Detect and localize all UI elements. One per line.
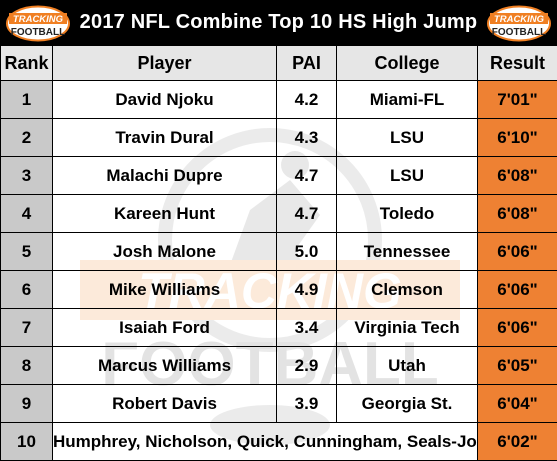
college-cell: Virginia Tech [337,309,478,347]
pai-cell: 4.9 [277,271,337,309]
rank-cell: 9 [1,385,53,423]
rank-cell: 2 [1,119,53,157]
table-row: 1 David Njoku 4.2 Miami-FL 7'01" [1,81,557,119]
page-title: 2017 NFL Combine Top 10 HS High Jump [80,11,478,34]
pai-cell: 5.0 [277,233,337,271]
pai-cell: 4.3 [277,119,337,157]
rank-cell: 8 [1,347,53,385]
logo-left-line2: FOOTBALL [11,27,65,38]
results-table: Rank Player PAI College Result 1 David N… [0,45,557,461]
college-cell: Toledo [337,195,478,233]
result-cell: 6'04" [478,385,557,423]
table-row: 4 Kareen Hunt 4.7 Toledo 6'08" [1,195,557,233]
column-header-result: Result [478,46,557,81]
college-cell: Miami-FL [337,81,478,119]
pai-cell: 3.4 [277,309,337,347]
table-row: 2 Travin Dural 4.3 LSU 6'10" [1,119,557,157]
player-cell: Marcus Williams [53,347,277,385]
result-cell: 6'08" [478,157,557,195]
player-cell: Isaiah Ford [53,309,277,347]
college-cell: Clemson [337,271,478,309]
pai-cell: 4.7 [277,157,337,195]
column-header-player: Player [53,46,277,81]
rank-cell: 1 [1,81,53,119]
merged-players-cell: Humphrey, Nicholson, Quick, Cunningham, … [53,423,478,461]
rank-cell: 3 [1,157,53,195]
table-row: 3 Malachi Dupre 4.7 LSU 6'08" [1,157,557,195]
table-row: 7 Isaiah Ford 3.4 Virginia Tech 6'06" [1,309,557,347]
column-header-rank: Rank [1,46,53,81]
rank-cell: 6 [1,271,53,309]
result-cell: 6'06" [478,271,557,309]
college-cell: Georgia St. [337,385,478,423]
player-cell: Travin Dural [53,119,277,157]
tracking-football-logo-right: TRACKING FOOTBALL [486,4,552,43]
column-header-college: College [337,46,478,81]
result-cell: 6'06" [478,309,557,347]
result-cell: 7'01" [478,81,557,119]
player-cell: Robert Davis [53,385,277,423]
logo-right-line2: FOOTBALL [492,27,546,38]
player-cell: Malachi Dupre [53,157,277,195]
college-cell: Tennessee [337,233,478,271]
rank-cell: 7 [1,309,53,347]
rank-cell: 5 [1,233,53,271]
college-cell: LSU [337,157,478,195]
table-row: 9 Robert Davis 3.9 Georgia St. 6'04" [1,385,557,423]
rank-cell: 4 [1,195,53,233]
table-row: 6 Mike Williams 4.9 Clemson 6'06" [1,271,557,309]
player-cell: David Njoku [53,81,277,119]
result-cell: 6'05" [478,347,557,385]
rank-cell: 10 [1,423,53,461]
column-header-pai: PAI [277,46,337,81]
table-body: 1 David Njoku 4.2 Miami-FL 7'01" 2 Travi… [1,81,557,461]
logo-right-line1: TRACKING [494,14,545,25]
logo-left-line1: TRACKING [13,14,64,25]
title-bar: TRACKING FOOTBALL 2017 NFL Combine Top 1… [0,0,557,45]
pai-cell: 4.2 [277,81,337,119]
table-row: 5 Josh Malone 5.0 Tennessee 6'06" [1,233,557,271]
pai-cell: 4.7 [277,195,337,233]
table-row-merged: 10 Humphrey, Nicholson, Quick, Cunningha… [1,423,557,461]
tracking-football-logo-left: TRACKING FOOTBALL [5,4,71,43]
college-cell: Utah [337,347,478,385]
result-cell: 6'08" [478,195,557,233]
college-cell: LSU [337,119,478,157]
result-cell: 6'10" [478,119,557,157]
player-cell: Josh Malone [53,233,277,271]
header-row: Rank Player PAI College Result [1,46,557,81]
pai-cell: 3.9 [277,385,337,423]
pai-cell: 2.9 [277,347,337,385]
player-cell: Kareen Hunt [53,195,277,233]
table-row: 8 Marcus Williams 2.9 Utah 6'05" [1,347,557,385]
player-cell: Mike Williams [53,271,277,309]
result-cell: 6'02" [478,423,557,461]
result-cell: 6'06" [478,233,557,271]
